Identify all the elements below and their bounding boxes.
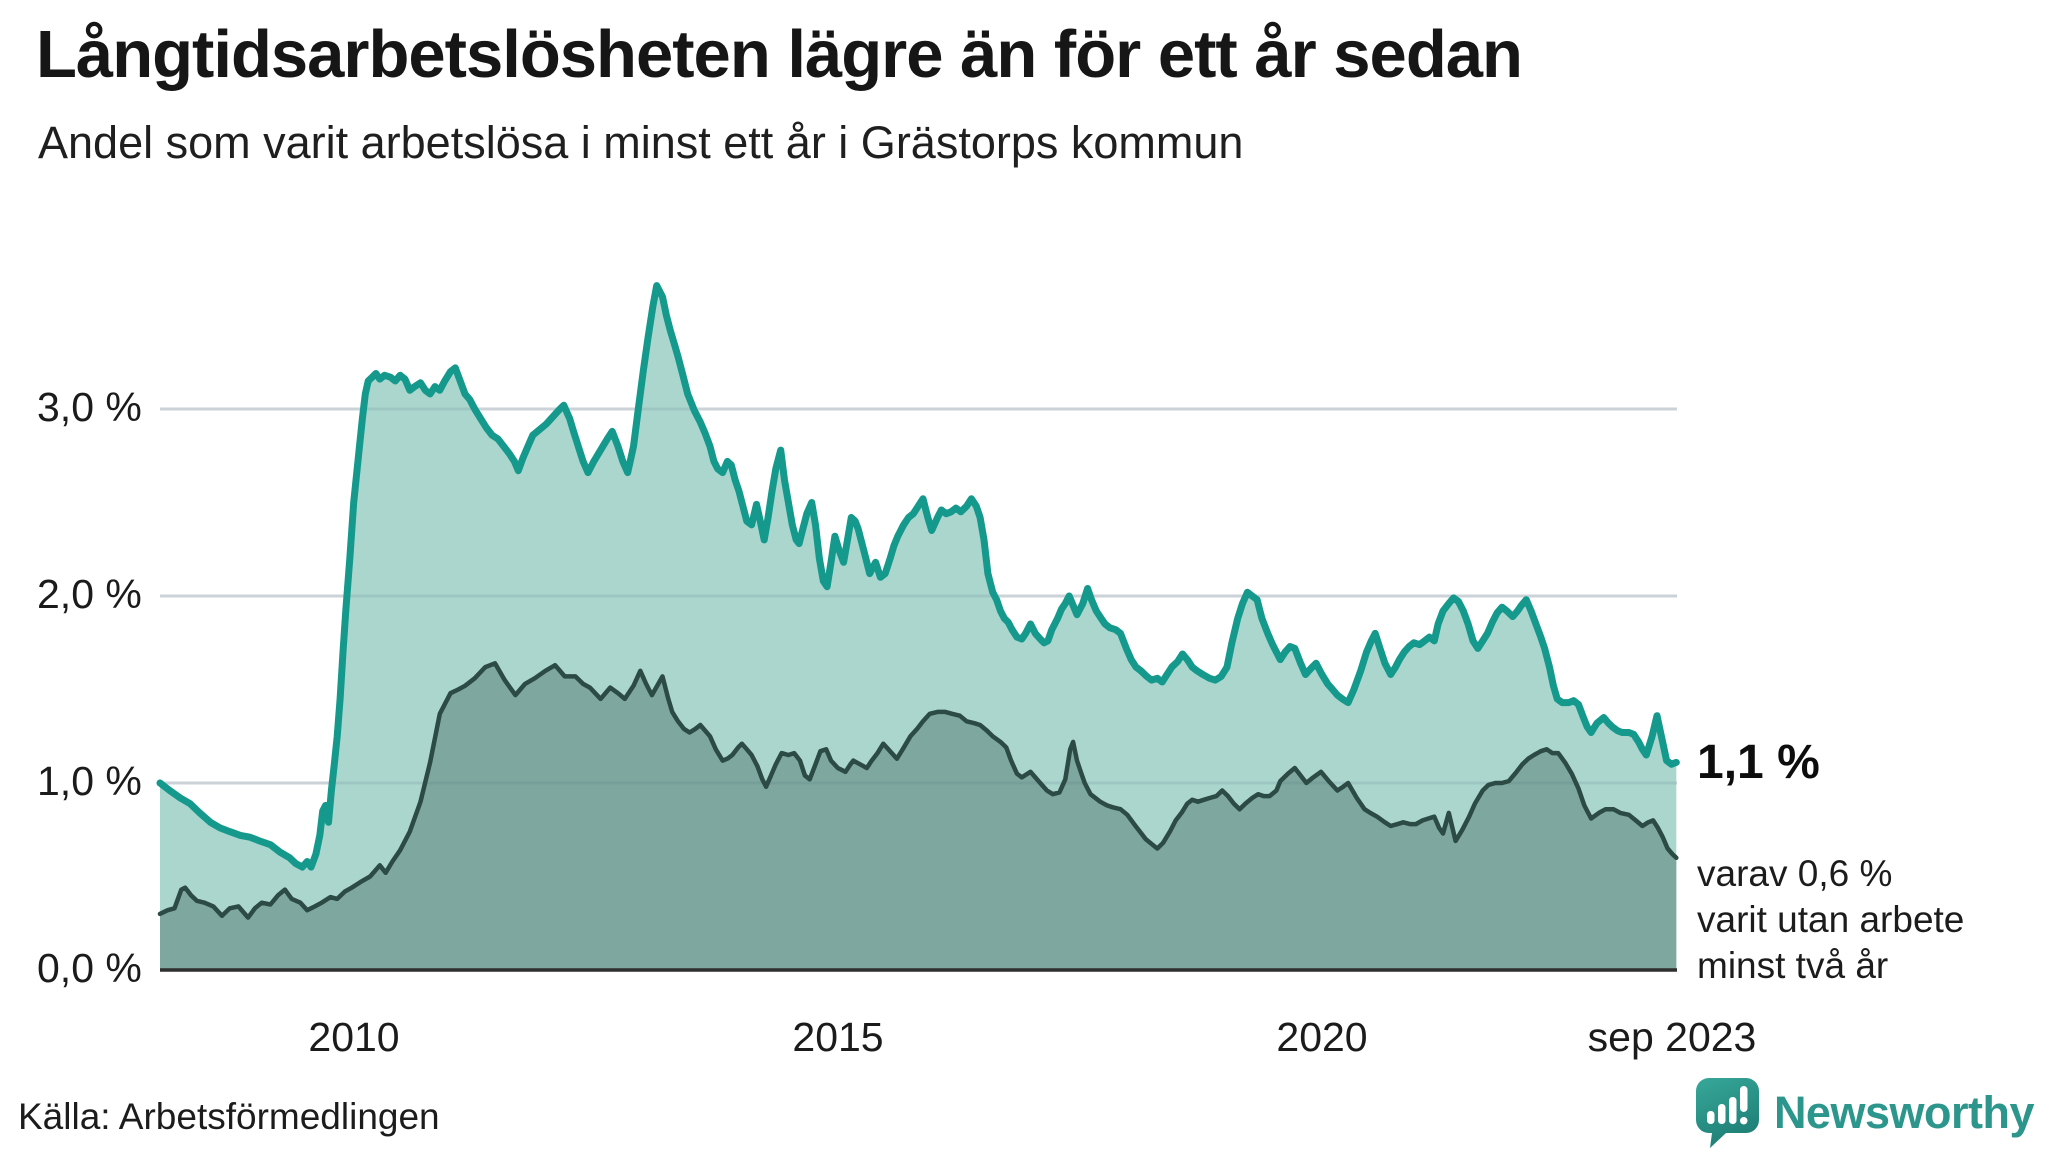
newsworthy-logo: Newsworthy — [1695, 1078, 2035, 1148]
x-tick-label: 2020 — [1276, 1014, 1368, 1060]
y-tick-label: 2,0 % — [37, 571, 142, 617]
x-tick-label: sep 2023 — [1587, 1014, 1757, 1060]
chart-subtitle: Andel som varit arbetslösa i minst ett å… — [38, 117, 1244, 168]
x-tick-label: 2015 — [792, 1014, 884, 1060]
y-tick-label: 1,0 % — [37, 758, 142, 804]
source-note: Källa: Arbetsförmedlingen — [18, 1096, 440, 1137]
end-detail-label: varav 0,6 % varit utan arbete minst två … — [1697, 853, 1965, 986]
page-title: Långtidsarbetslösheten lägre än för ett … — [36, 17, 1523, 92]
newsworthy-logo-text: Newsworthy — [1773, 1087, 2035, 1138]
y-tick-label: 3,0 % — [37, 384, 142, 430]
x-tick-label: 2010 — [308, 1014, 400, 1060]
newsworthy-logo-icon — [1695, 1078, 1759, 1148]
end-value-label: 1,1 % — [1697, 736, 1820, 789]
y-tick-label: 0,0 % — [37, 945, 142, 991]
